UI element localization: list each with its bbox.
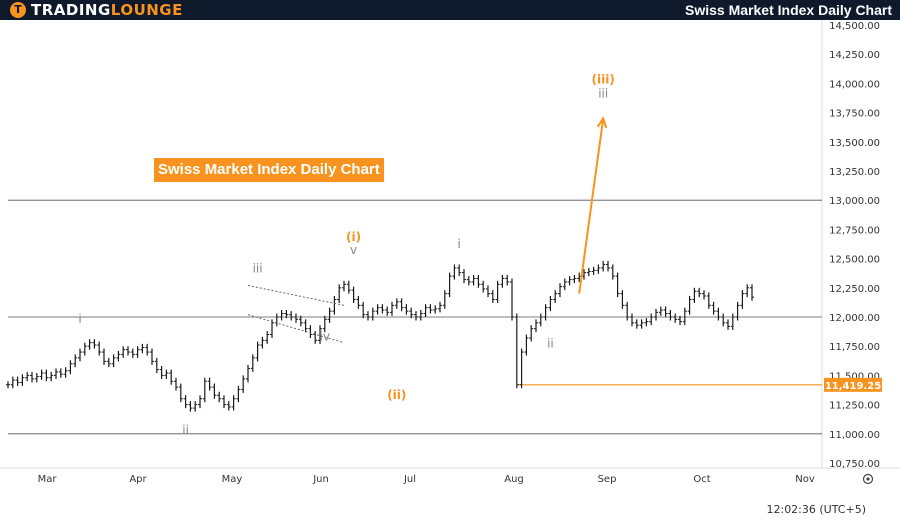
clock-readout: 12:02:36 (UTC+5) xyxy=(766,503,866,516)
y-tick-label: 12,500.00 xyxy=(829,255,880,266)
logo-mark-icon: T xyxy=(10,2,26,18)
y-tick-label: 13,250.00 xyxy=(829,167,880,178)
wave-label: ii xyxy=(182,423,189,437)
wave-label: v xyxy=(350,243,357,257)
brand-name-part2: LOUNGE xyxy=(110,1,183,19)
wave-label: (ii) xyxy=(387,388,406,402)
y-tick-label: 11,250.00 xyxy=(829,401,880,412)
price-label-badge xyxy=(824,377,882,392)
y-tick-label: 13,500.00 xyxy=(829,138,880,149)
x-tick-label: Jul xyxy=(403,474,416,485)
price-label-text: 11,419.25 xyxy=(825,381,881,392)
projection-arrowhead xyxy=(596,116,608,129)
wave-channel-line xyxy=(247,284,345,306)
x-tick-label: Nov xyxy=(795,474,815,485)
projection-arrow xyxy=(578,118,605,294)
y-tick-label: 14,000.00 xyxy=(829,79,880,90)
x-tick-label: Aug xyxy=(504,474,524,485)
price-chart[interactable]: 14,500.00 14,250.00 14,000.00 13,750.00 13,5… xyxy=(0,20,900,522)
wave-label: i xyxy=(78,312,81,326)
x-tick-label: Apr xyxy=(129,474,147,485)
x-tick-label: Jun xyxy=(312,474,329,485)
wave-label: (iii) xyxy=(592,72,615,86)
x-tick-label: May xyxy=(222,474,243,485)
y-tick-label: 13,000.00 xyxy=(829,196,880,207)
y-tick-label: 11,500.00 xyxy=(829,371,880,382)
y-tick-label: 12,250.00 xyxy=(829,284,880,295)
x-tick-label: Sep xyxy=(598,474,617,485)
wave-label: ii xyxy=(547,336,554,350)
x-tick-label: Mar xyxy=(38,474,58,485)
wave-label: iii xyxy=(598,86,608,100)
header-title: Swiss Market Index Daily Chart xyxy=(685,2,892,18)
y-tick-label: 11,750.00 xyxy=(829,342,880,353)
top-bar: T TRADINGLOUNGE Swiss Market Index Daily… xyxy=(0,0,900,20)
wave-label: iii xyxy=(253,262,263,276)
y-tick-label: 10,750.00 xyxy=(829,459,880,470)
y-tick-label: 14,500.00 xyxy=(829,21,880,32)
chart-title-banner: Swiss Market Index Daily Chart xyxy=(154,158,384,182)
wave-channel-line xyxy=(247,314,345,344)
wave-label: iv xyxy=(320,329,330,343)
brand-name-part1: TRADING xyxy=(31,1,111,19)
wave-label: i xyxy=(458,237,461,251)
brand-name: TRADINGLOUNGE xyxy=(31,1,183,19)
y-tick-label: 12,000.00 xyxy=(829,313,880,324)
y-tick-label: 11,000.00 xyxy=(829,430,880,441)
settings-gear-icon[interactable] xyxy=(862,473,874,485)
brand-logo[interactable]: T TRADINGLOUNGE xyxy=(10,1,183,19)
y-tick-label: 13,750.00 xyxy=(829,109,880,120)
y-tick-label: 12,750.00 xyxy=(829,225,880,236)
x-tick-label: Oct xyxy=(693,474,710,485)
wave-label: (i) xyxy=(346,230,361,244)
y-tick-label: 14,250.00 xyxy=(829,50,880,61)
